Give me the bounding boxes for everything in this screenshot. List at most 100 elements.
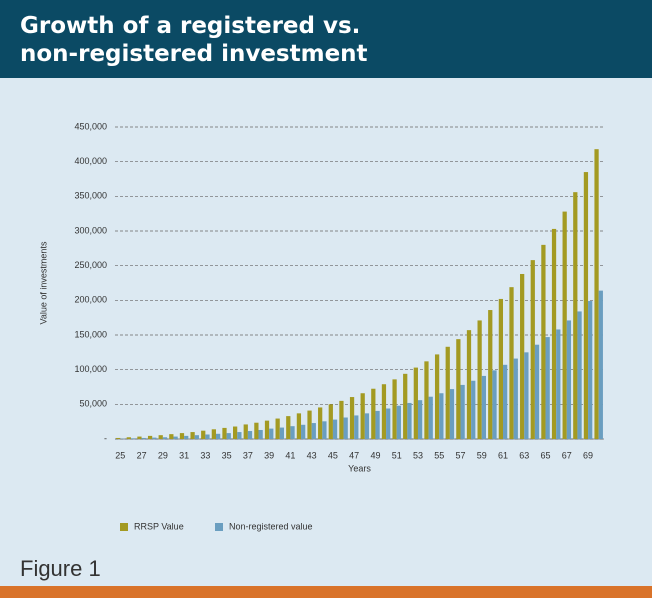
bar xyxy=(311,423,316,439)
bar xyxy=(130,438,136,439)
bar xyxy=(343,417,348,439)
legend-swatch xyxy=(120,523,128,531)
x-tick-label: 67 xyxy=(562,450,572,460)
bar xyxy=(577,311,582,439)
bar xyxy=(492,370,497,439)
bar xyxy=(509,287,514,439)
bar xyxy=(488,310,493,439)
bar xyxy=(396,405,401,439)
bar xyxy=(152,437,157,439)
x-tick-label: 45 xyxy=(328,450,338,460)
bar xyxy=(137,436,142,439)
x-tick-label: 29 xyxy=(158,450,168,460)
bar xyxy=(541,244,546,439)
bar xyxy=(264,420,270,439)
caption: Figure 1 xyxy=(20,556,101,581)
bar xyxy=(524,352,529,439)
bar xyxy=(279,427,285,439)
bar xyxy=(598,290,603,439)
y-tick-label: 200,000 xyxy=(74,295,107,305)
x-tick-label: 39 xyxy=(264,450,274,460)
bar xyxy=(194,435,199,439)
bar xyxy=(445,346,450,439)
bar xyxy=(534,344,540,439)
bar xyxy=(301,424,306,439)
bar xyxy=(386,408,391,439)
x-tick-label: 51 xyxy=(392,450,402,460)
bar xyxy=(456,339,461,439)
chart-title: Growth of a registered vs. non-registere… xyxy=(20,13,368,67)
bar xyxy=(460,384,465,439)
bar xyxy=(141,437,146,439)
bar xyxy=(173,436,178,439)
bar xyxy=(254,422,259,439)
x-tick-label: 55 xyxy=(434,450,444,460)
bar xyxy=(184,435,189,439)
bar xyxy=(205,434,210,439)
bar xyxy=(232,426,238,439)
x-tick-label: 65 xyxy=(541,450,551,460)
bar xyxy=(290,426,295,439)
bar xyxy=(562,211,567,439)
x-tick-label: 59 xyxy=(477,450,487,460)
bar xyxy=(243,424,248,439)
x-tick-label: 37 xyxy=(243,450,253,460)
bar xyxy=(481,375,487,439)
bar xyxy=(583,172,589,440)
x-tick-label: 25 xyxy=(115,450,125,460)
bar xyxy=(551,228,557,439)
bar xyxy=(434,354,440,439)
chart: - 50,000 100,000 150,000 200,000 250,000 300,0… xyxy=(38,121,604,531)
bar xyxy=(169,434,174,439)
bar xyxy=(417,400,423,439)
x-tick-label: 69 xyxy=(583,450,593,460)
y-tick-label: 150,000 xyxy=(74,329,107,339)
bar xyxy=(222,427,227,439)
bar xyxy=(449,389,455,439)
x-tick-label: 41 xyxy=(285,450,295,460)
bar xyxy=(364,413,370,439)
bar xyxy=(381,384,387,439)
bar xyxy=(328,404,333,439)
bar xyxy=(162,437,168,439)
x-tick-label: 57 xyxy=(455,450,465,460)
bar xyxy=(513,358,518,439)
footer-bar xyxy=(0,586,652,598)
y-tick-label: 450,000 xyxy=(74,121,107,131)
bar xyxy=(375,410,380,439)
bar xyxy=(179,433,185,439)
legend-label: RRSP Value xyxy=(134,521,184,531)
bar xyxy=(158,435,163,439)
y-tick-label: 350,000 xyxy=(74,191,107,201)
bar xyxy=(318,407,323,439)
bar xyxy=(556,329,561,439)
header: Growth of a registered vs. non-registere… xyxy=(0,0,652,78)
bar xyxy=(247,431,253,439)
bar xyxy=(439,393,444,439)
bar xyxy=(322,421,327,439)
x-tick-label: 63 xyxy=(519,450,529,460)
bar xyxy=(201,430,206,439)
x-tick-label: 47 xyxy=(349,450,359,460)
bar xyxy=(566,320,572,439)
y-tick-label: - xyxy=(104,433,107,443)
bar xyxy=(588,301,593,439)
bar xyxy=(392,379,397,439)
bar xyxy=(339,400,344,439)
bar xyxy=(407,402,412,439)
y-tick-label: 50,000 xyxy=(79,399,107,409)
y-tick-label: 400,000 xyxy=(74,156,107,166)
x-tick-label: 31 xyxy=(179,450,189,460)
bar xyxy=(147,435,153,439)
bar xyxy=(190,432,195,439)
bar xyxy=(116,437,121,439)
x-tick-label: 33 xyxy=(200,450,210,460)
bar xyxy=(371,388,376,439)
bar xyxy=(211,429,216,439)
bar xyxy=(530,260,535,439)
y-tick-label: 300,000 xyxy=(74,225,107,235)
bar xyxy=(573,192,578,439)
y-tick-label: 100,000 xyxy=(74,364,107,374)
y-tick-label: 250,000 xyxy=(74,260,107,270)
